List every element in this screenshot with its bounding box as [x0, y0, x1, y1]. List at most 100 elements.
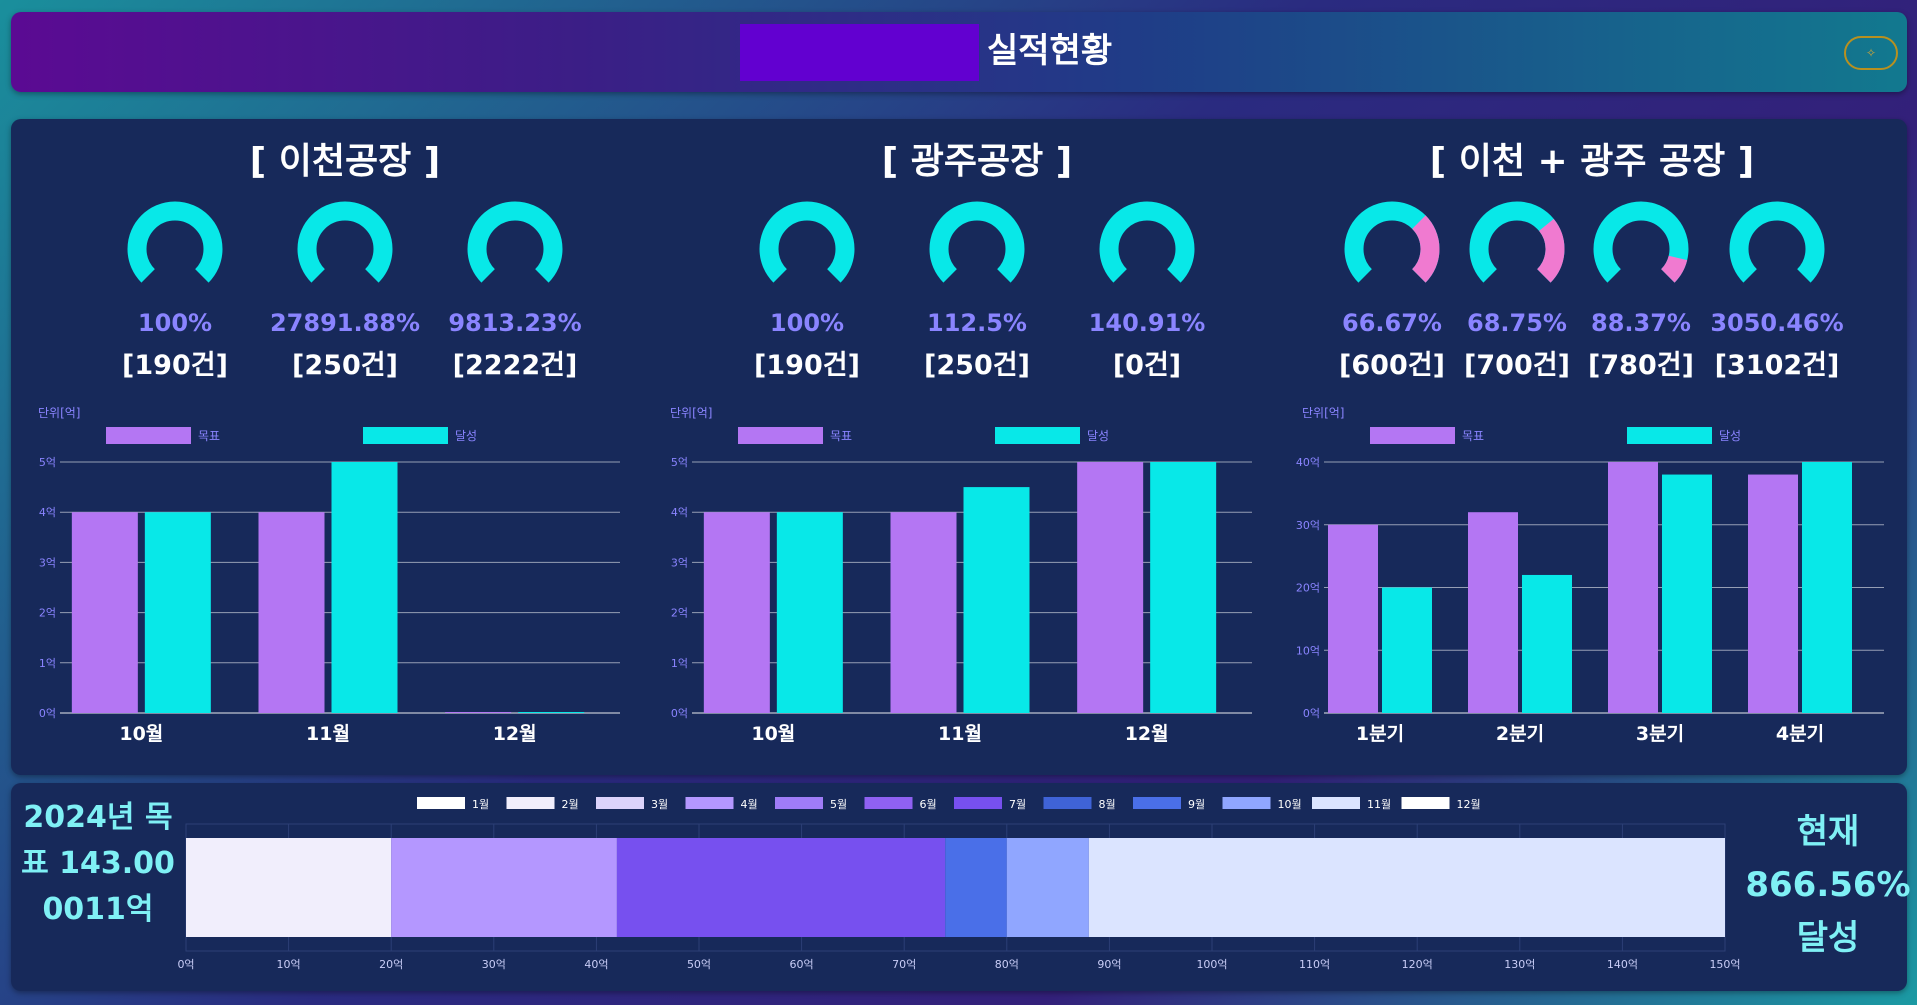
gauge-count: [780건] — [1588, 350, 1694, 381]
legend-swatch — [1312, 797, 1360, 809]
factory-panel — [11, 119, 1907, 775]
stacked-segment — [391, 838, 617, 937]
y-tick-label: 3억 — [39, 556, 56, 569]
x-tick-label: 10억 — [277, 958, 301, 971]
legend-label: 12월 — [1457, 798, 1481, 811]
bar-chart-icheon: 단위[억] 목표 달성 0억 1억 2억 3억 4억 5억 10월 11월 12월 — [38, 406, 620, 745]
gauge-pct: 140.91% — [1088, 309, 1206, 337]
bar-target — [703, 512, 770, 713]
legend-label: 11월 — [1367, 798, 1391, 811]
legend-label: 2월 — [562, 798, 579, 811]
legend-swatch — [685, 797, 734, 809]
factory-title-icheon: [ 이천공장 ] — [249, 141, 441, 182]
legend-label: 목표 — [1462, 429, 1484, 443]
legend-swatch — [106, 427, 191, 444]
legend-label: 달성 — [455, 429, 477, 443]
x-tick-label: 11월 — [306, 723, 350, 745]
y-tick-label: 3억 — [671, 556, 688, 569]
bar-achieved — [331, 462, 398, 713]
legend-label: 10월 — [1278, 798, 1302, 811]
bar-target — [890, 512, 957, 713]
gauge-pct: 100% — [137, 309, 213, 337]
legend-label: 5월 — [830, 798, 847, 811]
bar-achieved — [1150, 462, 1217, 713]
legend-swatch — [864, 797, 913, 809]
x-tick-label: 40억 — [584, 958, 608, 971]
legend-swatch — [1627, 427, 1712, 444]
bar-target — [445, 712, 512, 713]
bar-target — [258, 512, 325, 713]
x-tick-label: 90억 — [1097, 958, 1121, 971]
bar-chart-combined: 단위[억] 목표 달성 0억 10억 20억 30억 40억 1분기 2분기 3분기 4분기 — [1296, 406, 1884, 745]
gauge-count: [250건] — [924, 350, 1030, 381]
bar-achieved — [144, 512, 211, 713]
gauge-ring — [929, 201, 1025, 283]
legend-swatch — [954, 797, 1002, 809]
gauge-base-arc — [1099, 201, 1195, 283]
gauge-base-arc — [467, 201, 563, 283]
redacted-company-name — [740, 24, 979, 81]
gauge-pct: 112.5% — [927, 309, 1027, 337]
bar-chart-gwangju: 단위[억] 목표 달성 0억 1억 2억 3억 4억 5억 10월 11월 12월 — [670, 406, 1252, 745]
gauge-base-arc — [297, 201, 393, 283]
gauge-pct: 9813.23% — [448, 309, 582, 337]
gauge-pct: 3050.46% — [1710, 309, 1844, 337]
gauge-pct: 88.37% — [1591, 309, 1691, 337]
legend-label: 7월 — [1009, 798, 1026, 811]
bar-target — [1328, 524, 1378, 713]
x-tick-label: 30억 — [482, 958, 506, 971]
x-tick-label: 80억 — [995, 958, 1019, 971]
annual-goal-text: 2024년 목표 143.000011억 — [21, 800, 175, 927]
legend-label: 달성 — [1719, 429, 1741, 443]
gauge-pct: 66.67% — [1342, 309, 1442, 337]
y-tick-label: 0억 — [39, 707, 56, 720]
gauge-ring — [1099, 201, 1195, 283]
gauge-pct: 27891.88% — [269, 309, 421, 337]
gauge-ring — [297, 201, 393, 283]
x-tick-label: 20억 — [379, 958, 403, 971]
y-tick-label: 4억 — [39, 506, 56, 519]
gauge-pct: 100% — [769, 309, 845, 337]
current-percent: 866.56% — [1745, 865, 1911, 905]
legend-label: 9월 — [1188, 798, 1205, 811]
x-tick-label: 12월 — [493, 723, 537, 745]
header-bar: 실적현황 ✧ — [11, 12, 1907, 92]
legend-label: 목표 — [198, 429, 220, 443]
legend-swatch — [995, 427, 1080, 444]
current-suffix: 달성 — [1796, 918, 1860, 958]
stacked-segment — [616, 838, 946, 937]
x-tick-label: 11월 — [938, 723, 982, 745]
x-tick-label: 2분기 — [1496, 723, 1544, 745]
y-tick-label: 4억 — [671, 506, 688, 519]
gauge-base-arc — [127, 201, 223, 283]
gauge-ring — [467, 201, 563, 283]
current-achievement: 현재 866.56% 달성 — [1740, 806, 1916, 965]
gauge-base-arc — [1729, 201, 1825, 283]
y-tick-label: 20억 — [1296, 582, 1320, 595]
y-tick-label: 2억 — [39, 607, 56, 620]
gauge-base-arc — [759, 201, 855, 283]
y-tick-label: 5억 — [39, 456, 56, 469]
sparkle-icon[interactable]: ✧ — [1844, 36, 1898, 70]
y-tick-label: 10억 — [1296, 644, 1320, 657]
gauge-ring — [1469, 201, 1565, 283]
gauge-count: [3102건] — [1714, 350, 1840, 381]
y-tick-label: 0억 — [671, 707, 688, 720]
gauge-ring — [127, 201, 223, 283]
legend-swatch — [596, 797, 644, 809]
bar-target — [1468, 512, 1518, 713]
legend-label: 6월 — [920, 798, 937, 811]
x-tick-label: 10월 — [119, 723, 163, 745]
gauge-ring — [1593, 201, 1689, 283]
stacked-segment — [1088, 838, 1725, 937]
x-tick-label: 120억 — [1402, 958, 1433, 971]
legend-swatch — [1043, 797, 1092, 809]
stacked-segment — [1006, 838, 1089, 937]
gauge-remaining-arc — [1660, 255, 1688, 283]
y-tick-label: 1억 — [671, 657, 688, 670]
bar-achieved — [963, 487, 1030, 713]
x-tick-label: 50억 — [687, 958, 711, 971]
legend-label: 목표 — [830, 429, 852, 443]
legend-swatch — [1222, 797, 1271, 809]
x-tick-label: 100억 — [1196, 958, 1227, 971]
